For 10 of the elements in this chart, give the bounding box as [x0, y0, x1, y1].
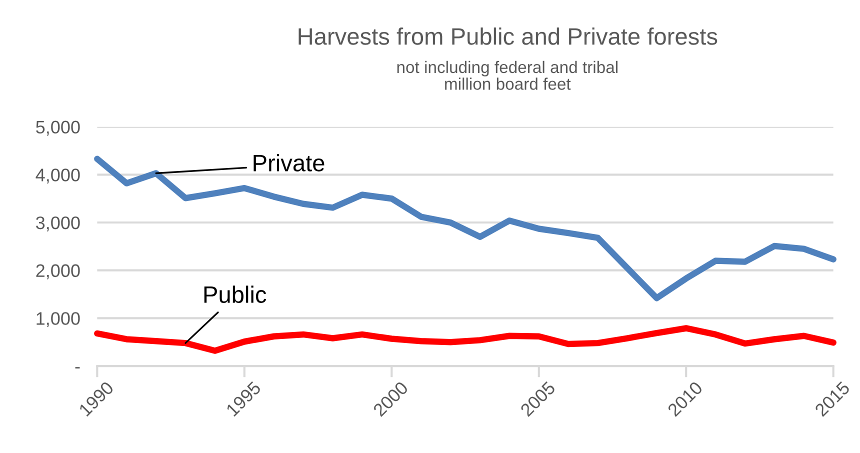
y-tick-label: 1,000: [36, 312, 80, 328]
y-tick-label: -: [75, 367, 80, 368]
chart-title: Harvests from Public and Private forests: [298, 28, 718, 45]
series-label: Private: [254, 154, 324, 172]
y-tick-label: 3,000: [36, 216, 80, 232]
series-label: Public: [204, 286, 266, 303]
chart-subtitle: not including federal and tribal million board feet: [397, 60, 618, 90]
y-tick-label: 5,000: [36, 120, 80, 136]
y-tick-label: 2,000: [36, 264, 80, 280]
y-tick-label: 4,000: [36, 168, 80, 184]
